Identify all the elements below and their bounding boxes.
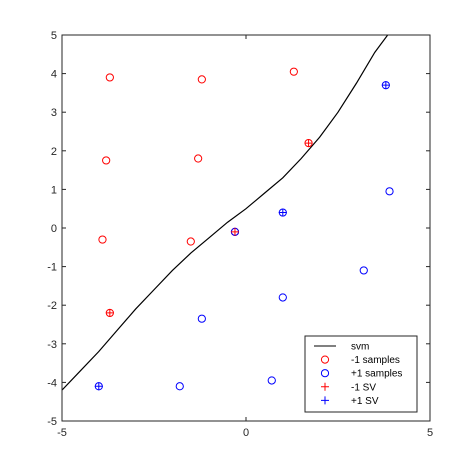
y-tick-label: -3 [47, 339, 57, 351]
legend-label: -1 samples [351, 355, 400, 366]
legend-swatch-1-samples [320, 369, 330, 378]
y-tick-label: -5 [47, 416, 57, 428]
y-tick-label: 1 [51, 184, 57, 196]
y-tick-label: -2 [47, 300, 57, 312]
1-samples-marker [197, 75, 206, 84]
y-tick-label: 0 [51, 223, 57, 235]
1-samples-marker [194, 154, 203, 163]
1-sv-marker [94, 382, 103, 391]
x-tick-label: 0 [243, 427, 249, 439]
1-samples-marker [175, 382, 184, 391]
y-tick-label: -4 [47, 377, 57, 389]
1-samples-marker [359, 266, 368, 275]
1-sv-marker [304, 139, 313, 148]
1-samples-marker [278, 293, 287, 302]
legend-box [304, 335, 418, 413]
1-samples-marker [385, 187, 394, 196]
legend-swatch-1-sv [321, 396, 329, 405]
x-tick-label: -5 [57, 427, 67, 439]
1-samples-marker [105, 73, 114, 82]
svm-decision-boundary [62, 35, 389, 391]
legend-label: svm [351, 342, 369, 353]
legend: svm -1 samples +1 samples -1 SV +1 SV [304, 335, 418, 413]
1-samples-marker [102, 156, 111, 165]
legend-swatch-1-sv [321, 382, 329, 391]
legend-label: +1 samples [351, 369, 402, 380]
1-sv-marker [381, 81, 390, 90]
1-sv-marker [105, 308, 114, 317]
legend-label: -1 SV [351, 382, 376, 393]
1-samples-marker [289, 67, 298, 76]
y-tick-label: -1 [47, 262, 57, 274]
1-sv-marker [230, 227, 239, 236]
legend-swatch-1-samples [320, 355, 330, 364]
legend-label: +1 SV [351, 396, 379, 407]
y-tick-label: 2 [51, 146, 57, 158]
1-samples-marker [98, 235, 107, 244]
y-tick-label: 5 [51, 30, 57, 42]
1-samples-marker [186, 237, 195, 246]
y-tick-label: 4 [51, 69, 57, 81]
x-tick-label: 5 [427, 427, 433, 439]
1-samples-marker [197, 314, 206, 323]
1-samples-marker [267, 376, 276, 385]
1-sv-marker [278, 208, 287, 217]
y-tick-label: 3 [51, 107, 57, 119]
